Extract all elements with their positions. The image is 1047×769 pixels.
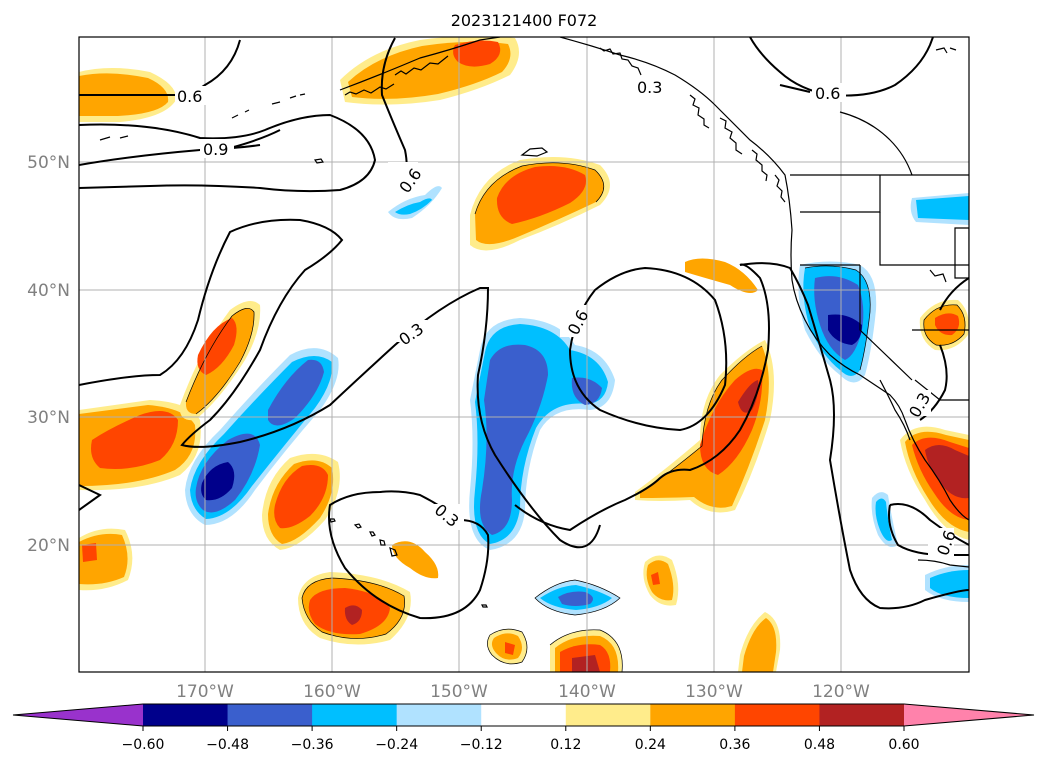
anomaly-warm-17n-134w xyxy=(643,555,679,606)
colorbar-segment xyxy=(396,704,482,726)
lat-label-40n: 40°N xyxy=(27,281,70,301)
lat-label-30n: 30°N xyxy=(27,408,70,428)
colorbar-tick-label: 0.48 xyxy=(804,737,835,753)
anomaly-cold-south-mexico xyxy=(925,565,969,602)
colorbar-segment xyxy=(312,704,398,726)
lon-label-170w: 170°W xyxy=(176,682,234,702)
contour-label-6: 0.3 xyxy=(637,78,662,97)
lon-label-150w: 150°W xyxy=(430,682,488,702)
colorbar-extend-low xyxy=(13,704,143,726)
lat-label-20n: 20°N xyxy=(27,536,70,556)
anomaly-warm-small-136w xyxy=(685,258,758,294)
lon-label-140w: 140°W xyxy=(558,682,616,702)
colorbar-tick-label: −0.24 xyxy=(375,737,418,753)
anomaly-warm-25n-160w xyxy=(262,453,340,550)
colorbar: −0.60 −0.48 −0.36 −0.24 −0.12 0.12 0.24 0.36 0.4… xyxy=(12,703,1035,753)
colorbar-tick-label: −0.36 xyxy=(291,737,334,753)
map-plot-area: 0.6 0.9 0.6 0.3 0.6 0.3 0.3 0.6 0.3 0.6 xyxy=(79,37,969,672)
map-frame xyxy=(78,36,970,673)
contour-label-0: 0.6 xyxy=(177,87,202,106)
anomaly-cold-16n-140w xyxy=(535,580,620,615)
anomaly-warm-small-hawaii xyxy=(392,541,527,664)
lon-label-130w: 130°W xyxy=(685,682,743,702)
colorbar-tick-label: 0.24 xyxy=(635,737,666,753)
colorbar-tick-label: 0.36 xyxy=(719,737,750,753)
anomaly-warm-south-127w xyxy=(738,612,781,672)
anomaly-cold-48n-154w xyxy=(388,186,442,220)
colorbar-tick-label: 0.12 xyxy=(550,737,581,753)
anomaly-warm-ridge-37n xyxy=(179,301,261,421)
anomaly-warm-coast-30n xyxy=(635,340,774,513)
colorbar-extend-high xyxy=(904,704,1034,726)
colorbar-segment xyxy=(650,704,736,726)
colorbar-segment xyxy=(565,704,651,726)
anomaly-warm-south-142w xyxy=(550,629,623,672)
anomaly-warm-west-20n xyxy=(79,528,133,591)
anomaly-warm-mexico xyxy=(900,426,969,540)
anomaly-cold-california xyxy=(798,261,877,383)
anomaly-warm-35n-112w xyxy=(919,299,969,351)
colorbar-segment xyxy=(481,704,567,726)
colorbar-tick-label: −0.12 xyxy=(460,737,503,753)
anomaly-cold-north-us xyxy=(910,193,969,225)
latitude-labels: 50°N 40°N 30°N 20°N xyxy=(27,153,70,556)
colorbar-segment xyxy=(227,704,313,726)
colorbar-tick-label: −0.48 xyxy=(206,737,249,753)
longitude-labels: 170°W 160°W 150°W 140°W 130°W 120°W xyxy=(176,682,870,702)
colorbar-tick-label: −0.60 xyxy=(122,737,165,753)
figure-title: 2023121400 F072 xyxy=(451,11,598,30)
colorbar-segment xyxy=(819,704,905,726)
anomaly-warm-gulf-47n xyxy=(470,156,610,251)
contour-label-7: 0.6 xyxy=(815,84,840,103)
graticule xyxy=(79,37,969,672)
lon-label-160w: 160°W xyxy=(303,682,361,702)
lon-label-120w: 120°W xyxy=(812,682,870,702)
colorbar-segment xyxy=(143,704,229,726)
anomaly-warm-west-30n xyxy=(79,400,201,491)
colorbar-tick-label: 0.60 xyxy=(888,737,919,753)
contour-label-1: 0.9 xyxy=(203,140,228,159)
anomaly-warm-15n-158w xyxy=(298,572,411,645)
coastlines xyxy=(99,37,969,608)
colorbar-segment xyxy=(734,704,820,726)
anomaly-warm-aleutians xyxy=(340,37,519,105)
lat-label-50n: 50°N xyxy=(27,153,70,173)
